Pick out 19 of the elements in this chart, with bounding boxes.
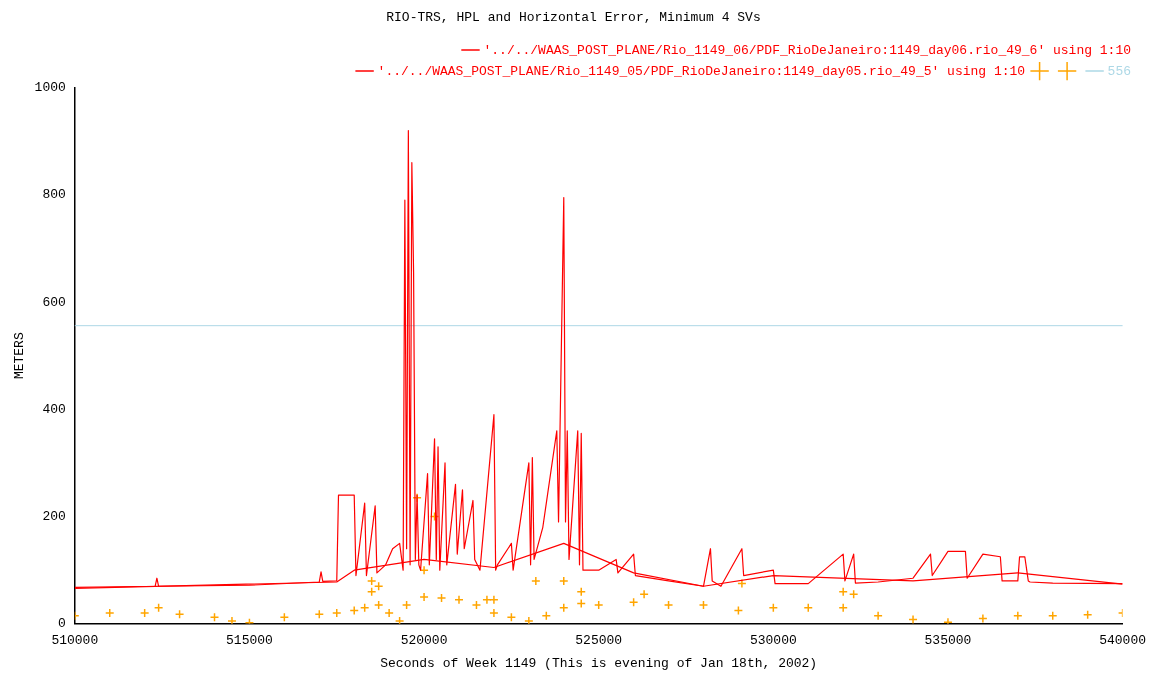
legend-label: 556 bbox=[1107, 63, 1131, 79]
y-tick-label: 600 bbox=[42, 294, 66, 310]
y-tick-label: 400 bbox=[42, 401, 66, 417]
x-tick-label: 525000 bbox=[575, 633, 623, 649]
x-tick-label: 530000 bbox=[749, 633, 797, 649]
x-tick-label: 510000 bbox=[51, 633, 99, 649]
y-tick-label: 0 bbox=[57, 616, 66, 632]
legend-label: '../../WAAS_POST_PLANE/Rio_1149_05/PDF_RioDeJaneiro:1149_day05.rio_49_5' using 1:10 bbox=[377, 63, 1026, 79]
x-axis-title: Seconds of Week 1149 (This is evening of Jan 18th, 2002) bbox=[380, 655, 818, 671]
legend-label: '../../WAAS_POST_PLANE/Rio_1149_06/PDF_RioDeJaneiro:1149_day06.rio_49_6' using 1:10 bbox=[483, 42, 1132, 58]
y-tick-label: 800 bbox=[42, 187, 66, 203]
y-tick-label: 1000 bbox=[34, 80, 66, 96]
y-axis-title: METERS bbox=[12, 332, 28, 380]
x-tick-label: 535000 bbox=[924, 633, 972, 649]
x-tick-label: 540000 bbox=[1099, 633, 1146, 649]
y-tick-label: 200 bbox=[42, 509, 66, 524]
x-tick-label: 515000 bbox=[226, 633, 273, 649]
x-tick-label: 520000 bbox=[400, 633, 448, 649]
chart-title: RIO-TRS, HPL and Horizontal Error, Minimum 4 SVs bbox=[386, 10, 761, 26]
